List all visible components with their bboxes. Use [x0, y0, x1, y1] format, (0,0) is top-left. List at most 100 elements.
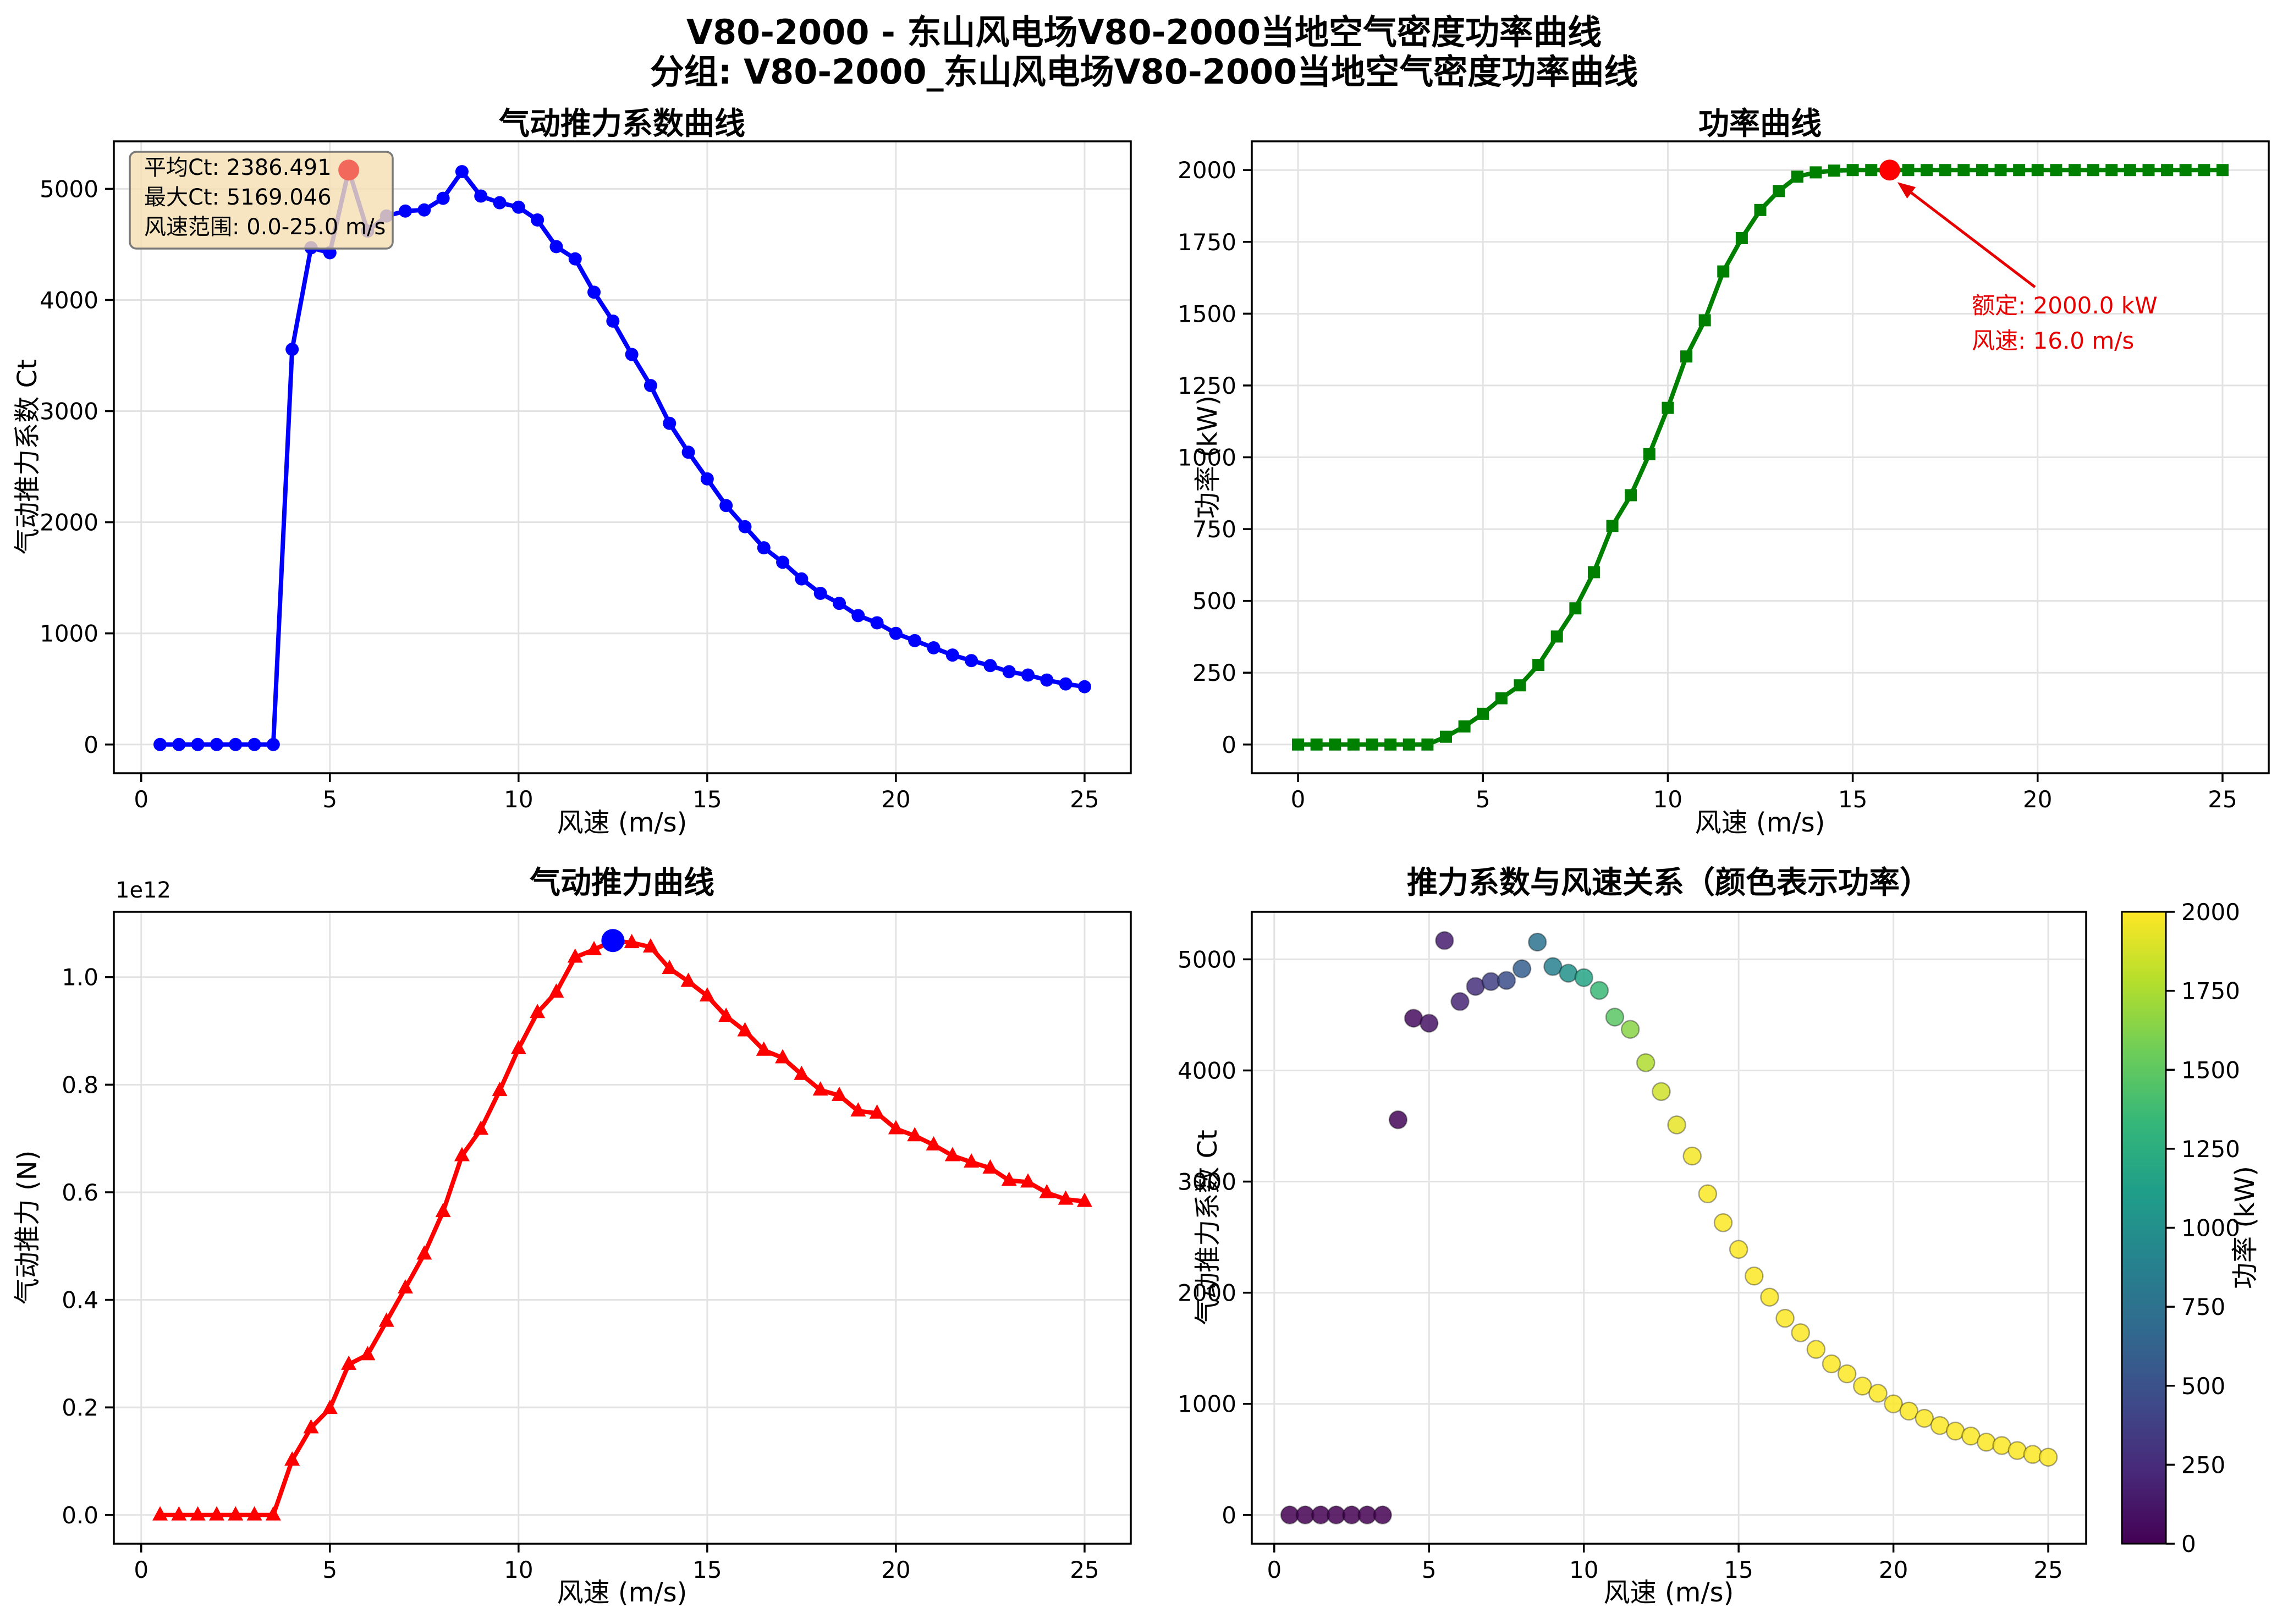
rated-power-text: 额定: 2000.0 kW	[1972, 292, 2158, 319]
data-point-circle	[625, 348, 639, 361]
scatter-point	[1497, 971, 1516, 990]
scatter-point	[1899, 1401, 1918, 1421]
data-point-triangle	[322, 1400, 338, 1414]
data-point-triangle	[699, 987, 715, 1001]
data-point-circle	[965, 654, 978, 668]
axes-spines	[1251, 911, 2087, 1545]
power-curve-xlabel: 风速 (m/s)	[1695, 807, 1825, 838]
data-point-square	[1606, 520, 1619, 532]
ct-curve-series	[153, 163, 1091, 751]
scatter-points	[1280, 931, 2058, 1525]
arrow-shaft	[1910, 191, 2036, 288]
x-tick-label: 5	[1422, 1556, 1437, 1583]
scatter-point	[1698, 1184, 1718, 1204]
x-tick-label: 20	[1879, 1556, 1908, 1583]
data-point-square	[2161, 164, 2174, 177]
scatter-point	[1543, 957, 1563, 976]
data-point-circle	[719, 499, 733, 513]
data-point-square	[1865, 164, 1878, 177]
rated-power-annotation: 额定: 2000.0 kW 风速: 16.0 m/s	[1879, 159, 2158, 354]
figure-suptitle: V80-2000 - 东山风电场V80-2000当地空气密度功率曲线 分组: V…	[650, 12, 1638, 92]
data-point-circle	[229, 737, 243, 751]
scatter-point	[1590, 981, 1609, 1000]
y-tick-label: 4000	[1178, 1057, 1236, 1084]
data-point-triangle	[869, 1104, 885, 1119]
data-point-square	[1939, 164, 1951, 177]
x-tick-label: 15	[1724, 1556, 1753, 1583]
x-tick-label: 10	[1653, 786, 1682, 813]
data-point-circle	[1040, 673, 1054, 687]
data-point-square	[1754, 203, 1767, 216]
scatter-point	[1915, 1408, 1934, 1428]
data-point-circle	[927, 641, 941, 654]
data-point-triangle	[794, 1065, 810, 1080]
data-point-circle	[399, 204, 413, 218]
data-point-circle	[568, 252, 582, 266]
max-ct-marker	[338, 159, 360, 181]
data-point-triangle	[982, 1159, 998, 1174]
axes-spines	[113, 140, 1132, 774]
data-point-triangle	[775, 1049, 791, 1064]
data-point-triangle	[737, 1022, 753, 1037]
x-tick-label: 15	[692, 786, 722, 813]
data-point-triangle	[398, 1279, 414, 1294]
data-point-circle	[681, 445, 695, 459]
y-tick-label: 3000	[40, 398, 98, 425]
scatter-point	[1837, 1364, 1857, 1384]
data-point-square	[1976, 164, 1988, 177]
rated-power-arrow	[1897, 182, 2036, 288]
colorbar-tick-label: 750	[2181, 1293, 2225, 1320]
x-tick-label: 25	[1070, 786, 1099, 813]
thrust-curve-grid	[114, 912, 1131, 1544]
data-point-circle	[531, 213, 544, 227]
data-point-triangle	[246, 1506, 262, 1521]
y-tick-label: 250	[1192, 659, 1236, 686]
scatter-point	[1977, 1433, 1996, 1452]
data-point-square	[2050, 164, 2062, 177]
data-point-circle	[908, 634, 922, 647]
data-point-triangle	[1039, 1183, 1055, 1198]
data-point-triangle	[360, 1346, 376, 1361]
thrust-curve-title: 气动推力曲线	[530, 865, 714, 901]
colorbar-tick-label: 500	[2181, 1373, 2225, 1400]
scatter-axes: 0 5 10 15 20 25 0 1000 2000 3000 4000 5000	[1178, 911, 2087, 1583]
scatter-point	[2038, 1447, 2058, 1467]
data-point-triangle	[718, 1008, 734, 1022]
data-point-triangle	[1058, 1190, 1074, 1205]
scatter-point	[2023, 1445, 2043, 1464]
data-point-circle	[776, 555, 790, 569]
data-point-square	[1477, 707, 1489, 720]
data-point-triangle	[492, 1082, 508, 1097]
data-point-square	[1921, 164, 1933, 177]
y-tick-label: 1750	[1178, 229, 1236, 256]
data-point-circle	[983, 659, 997, 673]
data-point-triangle	[152, 1506, 168, 1521]
data-point-circle	[795, 572, 809, 586]
data-point-square	[1329, 738, 1341, 751]
colorbar-tick-label: 250	[2181, 1451, 2225, 1478]
data-point-square	[1625, 489, 1637, 502]
scatter-point	[1745, 1267, 1764, 1286]
data-point-square	[2105, 164, 2118, 177]
data-point-circle	[474, 189, 488, 203]
y-tick-label: 0.0	[62, 1502, 98, 1529]
data-point-circle	[191, 737, 205, 751]
scatter-point	[1760, 1287, 1779, 1307]
data-point-circle	[1077, 680, 1091, 693]
suptitle-line1: V80-2000 - 东山风电场V80-2000当地空气密度功率曲线	[686, 12, 1602, 52]
data-point-triangle	[850, 1102, 866, 1117]
data-point-triangle	[208, 1506, 224, 1521]
data-point-circle	[436, 191, 450, 205]
data-point-triangle	[548, 983, 564, 998]
annotation-wind-range: 风速范围: 0.0-25.0 m/s	[144, 214, 386, 240]
data-point-triangle	[510, 1039, 526, 1054]
data-point-square	[1347, 738, 1360, 751]
data-point-square	[1532, 659, 1545, 671]
data-point-square	[1846, 164, 1859, 177]
data-point-triangle	[907, 1127, 923, 1142]
scatter-point	[1528, 932, 1547, 952]
data-point-square	[1791, 170, 1803, 183]
panel-ct-curve: 0 5 10 15 20 25 0 1000 2000 3000 4000 5000 气动推力系数曲线…	[12, 106, 1132, 838]
data-point-square	[1569, 602, 1582, 615]
